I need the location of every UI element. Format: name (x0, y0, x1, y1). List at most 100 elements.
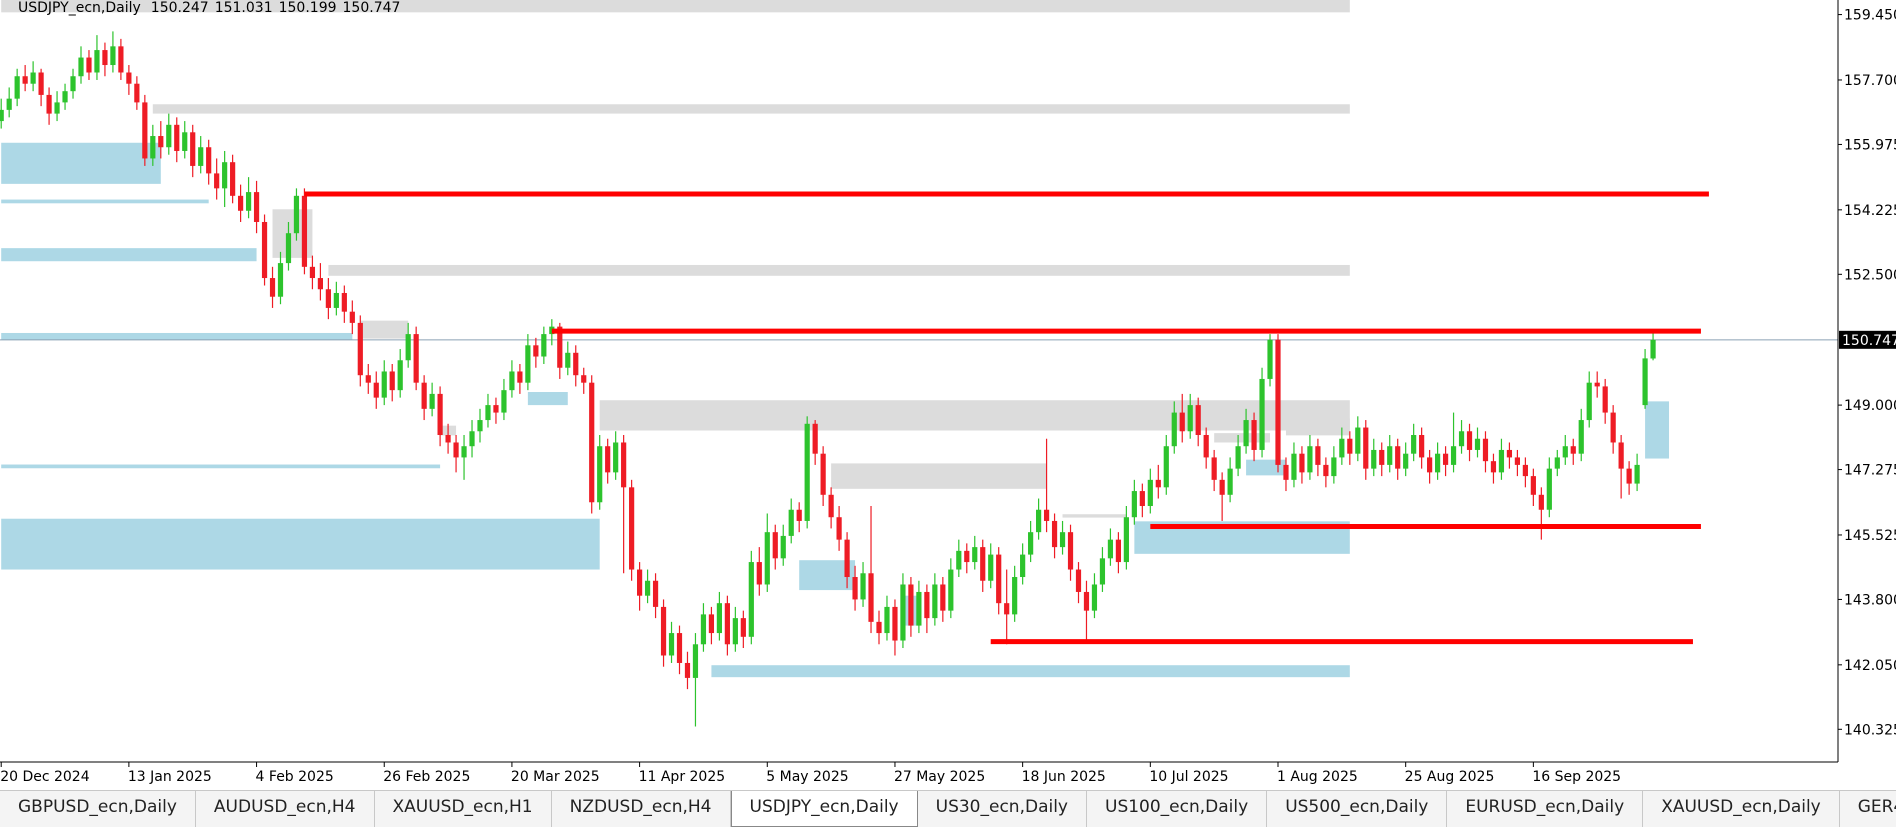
candle-body (1538, 494, 1544, 510)
candle-body (341, 292, 347, 312)
candle-body (668, 633, 675, 656)
candle-body (86, 57, 92, 73)
candle-body (1227, 468, 1233, 495)
zone (599, 400, 1350, 431)
candle-body (1450, 446, 1457, 465)
candle-body (1195, 405, 1201, 436)
candle-body (38, 72, 44, 95)
candle-body (70, 76, 76, 92)
candle-body (541, 334, 547, 357)
y-tick-label: 142.050 (1844, 658, 1896, 674)
zone (1, 248, 257, 262)
low: 150.199 (279, 0, 337, 16)
tab[interactable]: US100_ecn,Daily (1087, 791, 1268, 827)
open: 150.247 (151, 0, 209, 16)
candle-body (1155, 479, 1161, 488)
candle-body (381, 371, 387, 398)
candle-body (1506, 449, 1513, 458)
candle-body (1435, 453, 1441, 473)
candle-body (956, 550, 962, 570)
candle-body (1570, 446, 1576, 454)
zone (1645, 401, 1670, 459)
zone (328, 264, 1350, 276)
candle-body (1243, 420, 1249, 447)
tab[interactable]: AUDUSD_ecn,H4 (196, 791, 375, 827)
tab[interactable]: XAUUSD_ecn,Daily (1643, 791, 1840, 827)
candle-body (54, 102, 60, 114)
zone (1, 332, 353, 340)
candle-body (533, 345, 539, 357)
candle-body (261, 221, 268, 279)
candle-body (309, 266, 316, 279)
candle-body (317, 278, 323, 290)
candle-body (557, 326, 563, 368)
candle-body (708, 614, 715, 634)
candle-body (740, 618, 746, 637)
candle-body (1339, 438, 1345, 458)
candle-body (1482, 438, 1489, 462)
candle-body (389, 371, 395, 391)
candle-body (158, 136, 164, 148)
candle-body (820, 453, 826, 495)
zone (1214, 433, 1271, 443)
candle-body (142, 102, 148, 159)
candle-body (605, 446, 611, 473)
candle-body (238, 195, 244, 211)
tab[interactable]: GER40_ecn,H4 (1840, 791, 1896, 827)
candle-body (652, 580, 659, 607)
candle-body (876, 621, 882, 634)
candle-body (1442, 453, 1449, 465)
candle-body (365, 375, 371, 383)
candle-body (126, 72, 132, 84)
candle-body (0, 109, 4, 122)
x-tick-label: 18 Jun 2025 (1022, 769, 1106, 785)
y-tick-label: 159.450 (1844, 8, 1896, 24)
zone (1, 199, 209, 204)
candle-body (1602, 386, 1608, 413)
tab[interactable]: US30_ecn,Daily (918, 791, 1087, 827)
candle-body (964, 550, 970, 563)
candle-body (660, 606, 667, 656)
candle-body (1299, 453, 1305, 473)
candle-body (716, 603, 722, 634)
candle-body (293, 195, 300, 234)
x-tick-label: 5 May 2025 (766, 769, 848, 785)
y-tick-label: 154.225 (1844, 203, 1896, 219)
candle-body (613, 442, 619, 473)
candle-body (1530, 476, 1536, 495)
candle-body (1419, 435, 1425, 458)
candle-body (1466, 431, 1473, 450)
candle-body (700, 614, 707, 645)
candle-body (884, 606, 890, 634)
candle-body (62, 91, 68, 103)
candle-body (453, 442, 459, 458)
candle-body (860, 573, 866, 600)
candle-body (940, 584, 946, 611)
candle-body (1522, 464, 1528, 477)
candle-body (1051, 520, 1058, 548)
candle-body (501, 390, 507, 413)
tab[interactable]: NZDUSD_ecn,H4 (552, 791, 731, 827)
candle-body (469, 431, 475, 447)
candle-body (772, 532, 778, 559)
zone (1, 142, 161, 184)
tab[interactable]: XAUUSD_ecn,H1 (375, 791, 552, 827)
candle-body (892, 606, 898, 641)
candle-body (1163, 446, 1169, 488)
candle-body (1554, 457, 1560, 469)
candle-body (1083, 591, 1090, 611)
tab[interactable]: EURUSD_ecn,Daily (1447, 791, 1644, 827)
zone (152, 104, 1350, 114)
candle-body (1610, 412, 1616, 443)
tab[interactable]: GBPUSD_ecn,Daily (0, 791, 196, 827)
candle-body (373, 382, 379, 398)
candle-body (222, 162, 228, 189)
candle-body (988, 554, 994, 581)
candle-body (78, 57, 84, 77)
tab[interactable]: USDJPY_ecn,Daily (730, 791, 918, 827)
tab[interactable]: US500_ecn,Daily (1267, 791, 1448, 827)
candle-body (517, 371, 523, 383)
candle-body (1387, 446, 1393, 465)
y-tick-label: 155.975 (1844, 137, 1896, 153)
candle-body (1594, 382, 1600, 387)
